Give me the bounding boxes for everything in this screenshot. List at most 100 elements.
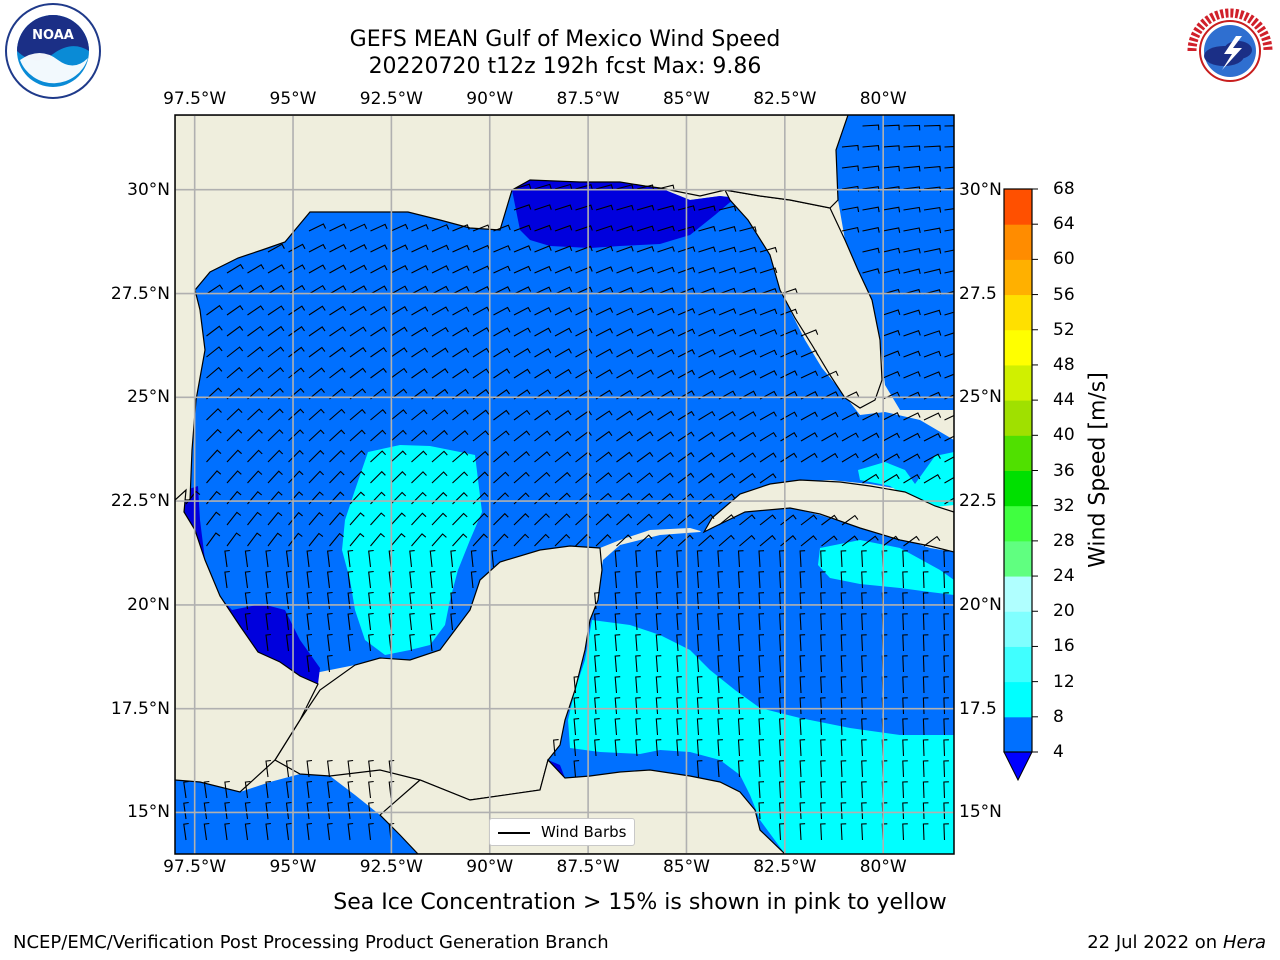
wind-barb — [534, 471, 551, 484]
wind-barb — [265, 591, 271, 610]
top-tick-label: 97.5°W — [163, 89, 227, 109]
wind-barb — [882, 309, 901, 316]
wind-barb — [553, 739, 559, 757]
wind-barb — [349, 367, 367, 379]
us-land — [175, 115, 849, 501]
wind-barb — [265, 612, 271, 631]
wind-barb — [799, 655, 806, 673]
wind-barb — [677, 205, 696, 211]
wind-barb — [493, 265, 511, 274]
wind-barb — [922, 550, 929, 568]
wind-barb — [737, 571, 744, 589]
wind-barb — [534, 513, 550, 526]
wind-barb — [737, 613, 744, 631]
wind-barb — [575, 368, 593, 379]
wind-barb — [431, 265, 450, 274]
wind-barb — [636, 287, 655, 295]
wind-barb — [902, 760, 908, 778]
wind-barb — [614, 634, 621, 652]
wind-barb — [616, 534, 632, 547]
wind-barb — [882, 432, 900, 442]
wind-barb — [513, 183, 532, 190]
wind-barb — [737, 718, 744, 736]
wind-barb — [902, 718, 908, 736]
wind-barb — [840, 802, 847, 820]
wind-barb — [368, 780, 374, 799]
wind-barb — [799, 676, 806, 694]
wind-barb — [657, 287, 675, 295]
moderate-wind-caribbean — [568, 620, 954, 854]
wind-barb — [902, 739, 908, 757]
wind-barb — [903, 309, 921, 316]
wind-barb — [841, 144, 859, 151]
wind-barb — [534, 348, 552, 358]
wind-barb — [185, 490, 201, 505]
wind-barb — [429, 571, 436, 589]
wind-barb — [861, 823, 867, 841]
wind-barb — [450, 550, 456, 568]
wind-barb — [226, 490, 242, 505]
wind-barb — [594, 634, 600, 652]
wind-barb — [862, 124, 880, 131]
wind-barb — [799, 760, 806, 778]
wind-barb — [575, 348, 593, 358]
wind-barb — [923, 474, 941, 484]
wind-barb — [390, 347, 408, 358]
bot-tick-label: 90°W — [466, 857, 514, 877]
wind-barb — [226, 532, 241, 547]
wind-barb — [308, 284, 326, 295]
wind-barb — [903, 330, 921, 337]
wind-barb — [554, 183, 573, 190]
wind-barb — [452, 512, 468, 526]
wind-barb — [943, 592, 949, 610]
wind-barb — [183, 822, 189, 841]
wind-barb — [616, 266, 634, 274]
wind-barb — [820, 676, 826, 694]
wind-barb — [903, 268, 921, 275]
colorbar-segment — [1004, 400, 1032, 436]
wind-barb — [513, 245, 532, 253]
wind-barb — [347, 759, 354, 778]
wind-barb — [595, 430, 613, 442]
wind-barb — [737, 550, 744, 568]
wind-barb — [677, 307, 696, 316]
wind-barb — [862, 145, 880, 151]
wind-barb — [779, 571, 785, 589]
wind-barb — [799, 718, 806, 736]
wind-barb — [759, 246, 778, 253]
wind-barb — [717, 571, 723, 589]
wind-barb — [739, 411, 757, 421]
wind-barb — [717, 760, 723, 778]
wind-barb — [247, 325, 264, 337]
wind-barb — [758, 718, 765, 736]
wind-barb — [696, 676, 703, 694]
colorbar-segment — [1004, 505, 1032, 542]
wind-barb — [903, 124, 921, 131]
wind-barb — [923, 535, 941, 547]
wind-barb — [759, 349, 778, 358]
right-tick-label: 15°N — [959, 802, 1002, 823]
wind-barb — [636, 204, 655, 211]
wind-barb — [513, 471, 530, 484]
florida-land — [723, 189, 883, 409]
wind-barb — [677, 266, 696, 274]
wind-barb — [308, 449, 325, 463]
wind-barb — [841, 535, 859, 547]
wind-barb — [431, 429, 448, 442]
wind-barb — [308, 264, 326, 274]
colorbar-tick-label: 44 — [1053, 390, 1075, 411]
wind-barb — [493, 368, 511, 379]
wind-barb — [431, 409, 449, 421]
bot-tick-label: 85°W — [662, 857, 710, 877]
wind-barb — [288, 511, 303, 526]
wind-barb — [820, 718, 826, 736]
wind-barb — [534, 265, 552, 274]
wind-barb — [635, 655, 641, 673]
wind-barb — [493, 327, 511, 337]
wind-barb — [388, 759, 395, 778]
wind-barb — [840, 739, 847, 757]
wind-barb — [636, 410, 654, 421]
wind-barb — [472, 409, 490, 421]
wind-barb — [349, 532, 365, 547]
wind-barb — [759, 370, 778, 379]
